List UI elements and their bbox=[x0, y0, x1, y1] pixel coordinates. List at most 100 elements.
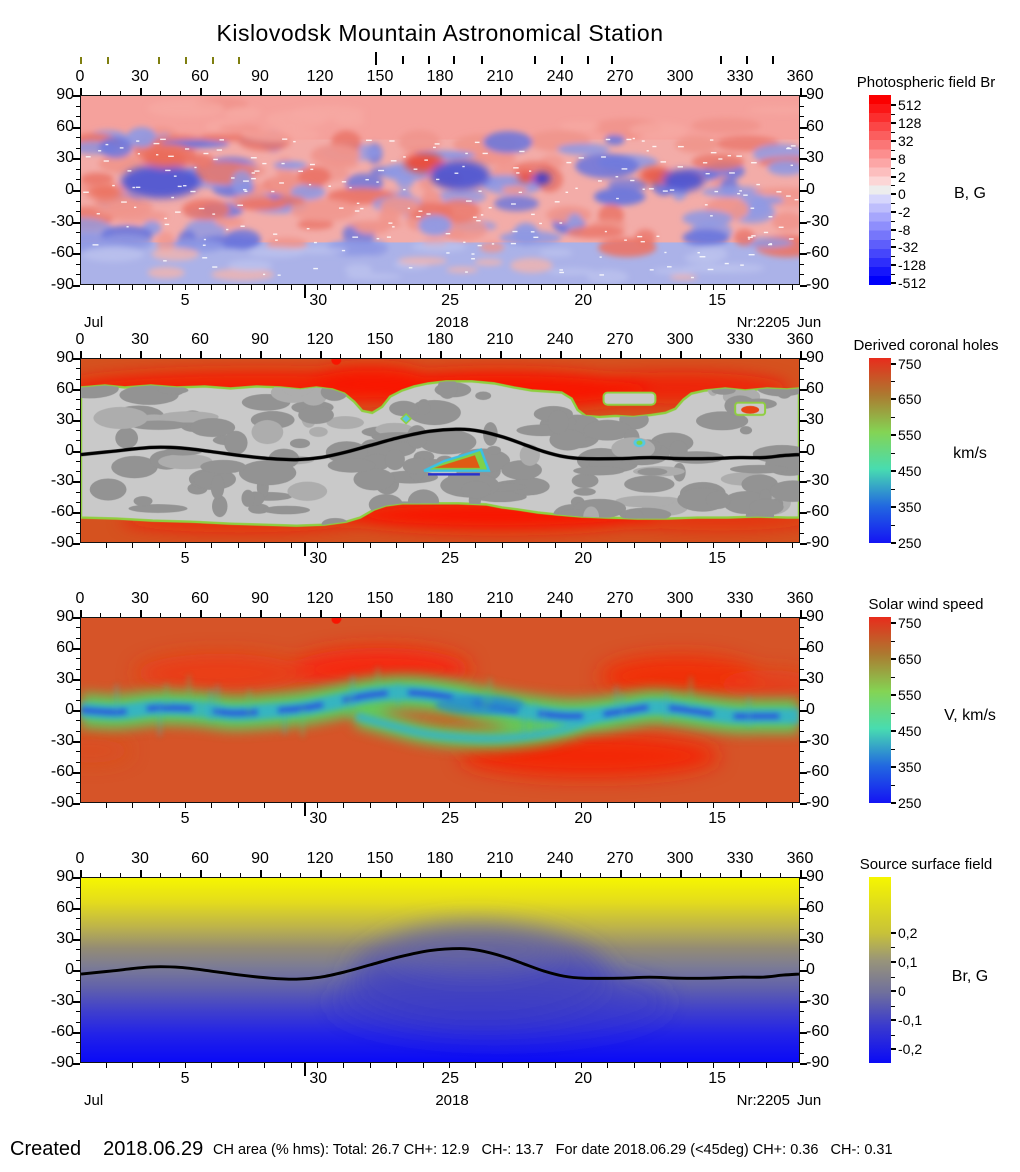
lon-tick-label: 210 bbox=[486, 68, 514, 85]
lat-tick-left bbox=[76, 751, 80, 753]
date-tick bbox=[713, 285, 714, 290]
lat-tick-left bbox=[76, 532, 80, 534]
lon-tick bbox=[100, 91, 101, 95]
lon-tick bbox=[560, 88, 562, 95]
date-tick bbox=[356, 285, 358, 290]
colorbar-minor-tick bbox=[891, 1005, 895, 1007]
month-label-jul: Jul bbox=[84, 1092, 104, 1109]
created-date: 2018.06.29 bbox=[103, 1138, 204, 1160]
lat-tick-label-right: -60 bbox=[806, 1023, 830, 1040]
lon-tick-label: 270 bbox=[606, 590, 634, 607]
lat-tick-right bbox=[800, 126, 807, 129]
colorbar-minor-tick bbox=[891, 274, 895, 276]
colorbar-tick-label: 750 bbox=[898, 614, 922, 631]
date-tick bbox=[211, 543, 213, 548]
observation-day-mark bbox=[185, 57, 188, 64]
lon-tick bbox=[80, 351, 82, 358]
lat-tick-right bbox=[800, 918, 804, 920]
date-tick bbox=[607, 803, 609, 808]
date-tick bbox=[581, 803, 582, 808]
lon-tick-label: 300 bbox=[666, 590, 694, 607]
observation-day-mark bbox=[157, 57, 160, 64]
lon-tick-label: 180 bbox=[426, 850, 454, 867]
lon-tick bbox=[200, 88, 202, 95]
lat-tick-label-left: 60 bbox=[56, 639, 74, 656]
date-tick bbox=[422, 543, 424, 548]
colorbar-title: Photospheric field Br bbox=[856, 74, 996, 91]
lat-tick-left bbox=[76, 1011, 80, 1013]
colorbar-tick bbox=[891, 765, 896, 768]
lat-tick-label-right: -90 bbox=[806, 534, 830, 551]
lat-tick-left bbox=[76, 232, 80, 234]
lon-tick bbox=[460, 91, 461, 95]
date-tick bbox=[765, 803, 767, 808]
lat-tick-left bbox=[76, 491, 80, 493]
lat-tick-label-right: -60 bbox=[806, 503, 830, 521]
colorbar-minor-tick bbox=[891, 114, 895, 116]
lat-tick-left bbox=[76, 460, 80, 462]
lon-tick bbox=[440, 88, 442, 95]
lon-tick-label: 210 bbox=[486, 590, 514, 607]
lat-tick-right bbox=[800, 158, 807, 161]
lon-tick-label: 120 bbox=[306, 331, 334, 348]
lat-tick-right bbox=[800, 460, 804, 462]
lat-tick-left bbox=[76, 658, 80, 660]
lon-tick bbox=[700, 354, 701, 358]
colorbar bbox=[869, 877, 891, 1063]
lat-tick-right bbox=[800, 263, 804, 265]
lon-tick bbox=[100, 354, 101, 358]
map-panel-4 bbox=[80, 877, 800, 1063]
lat-tick-right bbox=[800, 627, 804, 629]
lat-tick-left bbox=[76, 501, 80, 503]
colorbar-tick bbox=[891, 157, 896, 160]
lon-tick bbox=[620, 610, 622, 617]
lon-tick bbox=[660, 613, 661, 617]
observation-day-mark bbox=[720, 56, 723, 64]
lat-tick-left bbox=[73, 617, 80, 619]
lat-tick-left bbox=[76, 689, 80, 691]
lat-tick-right bbox=[800, 887, 804, 889]
lon-tick bbox=[480, 873, 481, 877]
lon-tick-label: 60 bbox=[191, 590, 209, 607]
date-tick-label: 15 bbox=[708, 810, 727, 827]
lon-tick bbox=[740, 351, 742, 358]
lon-tick-label: 360 bbox=[786, 68, 814, 85]
map-panel-1 bbox=[80, 95, 800, 285]
colorbar-tick bbox=[891, 470, 896, 473]
date-tick bbox=[92, 285, 94, 290]
lat-tick-label-left: -30 bbox=[50, 212, 74, 230]
lon-tick bbox=[440, 610, 442, 617]
date-tick bbox=[290, 543, 292, 548]
observation-day-mark bbox=[107, 57, 109, 64]
lat-tick-left bbox=[73, 741, 80, 743]
colorbar-tick-label: 32 bbox=[898, 132, 914, 149]
colorbar-tick bbox=[891, 398, 896, 401]
lon-tick-label: 60 bbox=[191, 331, 209, 348]
lon-tick bbox=[600, 354, 601, 358]
colorbar-tick-label: -512 bbox=[898, 274, 927, 291]
map-panel-3 bbox=[80, 617, 800, 803]
date-tick bbox=[211, 285, 213, 290]
date-tick bbox=[396, 285, 398, 290]
lon-tick bbox=[160, 873, 161, 877]
lat-tick-label-right: 0 bbox=[806, 181, 815, 198]
date-tick bbox=[501, 803, 503, 808]
lon-tick bbox=[540, 91, 541, 95]
date-tick bbox=[594, 285, 596, 290]
lat-tick-right bbox=[800, 481, 807, 484]
lat-tick-left bbox=[73, 908, 80, 910]
lat-tick-left bbox=[76, 147, 80, 149]
lat-tick-right bbox=[800, 419, 807, 422]
lon-tick-label: 240 bbox=[546, 850, 574, 867]
lon-tick bbox=[380, 88, 382, 95]
lon-tick-label: 150 bbox=[366, 850, 394, 867]
lat-tick-right bbox=[800, 1032, 807, 1034]
year-label: 2018 bbox=[435, 314, 469, 331]
date-tick-label: 30 bbox=[309, 810, 328, 827]
lat-tick-right bbox=[800, 429, 804, 431]
lat-tick-label-right: 90 bbox=[806, 349, 824, 366]
lat-tick-left bbox=[73, 1032, 80, 1034]
observation-day-mark bbox=[746, 56, 748, 64]
lon-tick bbox=[760, 873, 761, 877]
lat-tick-right bbox=[800, 1042, 804, 1044]
